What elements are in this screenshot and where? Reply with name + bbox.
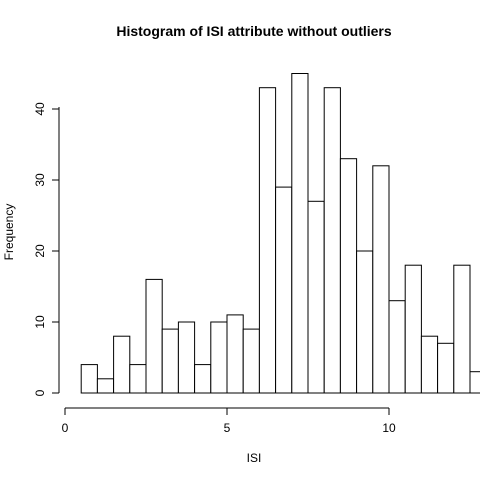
x-ticks-group: 05101520: [62, 408, 396, 435]
y-tick-label: 0: [33, 389, 47, 396]
histogram-bar: [356, 250, 374, 394]
histogram-bar: [372, 165, 390, 394]
y-ticks-group: 0 10 20 30 40: [33, 102, 59, 396]
histogram-bar: [258, 87, 277, 394]
histogram-bar: [339, 158, 358, 394]
x-tick-label: 5: [224, 421, 231, 435]
y-tick-label: 20: [33, 244, 47, 258]
histogram-bar: [469, 371, 480, 394]
histogram-bar: [275, 186, 293, 394]
chart-title: Histogram of ISI attribute without outli…: [116, 23, 392, 39]
histogram-bar: [177, 321, 196, 394]
histogram-bar: [420, 335, 439, 394]
histogram-bar: [210, 321, 228, 394]
histogram-bar: [291, 73, 309, 394]
histogram-bar: [194, 364, 212, 394]
y-tick-label: 40: [33, 102, 47, 116]
histogram-bar: [404, 264, 422, 394]
x-axis-label: ISI: [247, 451, 262, 465]
bars-group: [80, 73, 480, 394]
y-tick-label: 30: [33, 173, 47, 187]
histogram-bar: [242, 328, 260, 394]
histogram-bar: [307, 200, 325, 394]
histogram-bar: [113, 335, 131, 394]
histogram-bar: [80, 364, 98, 394]
histogram-bar: [388, 300, 406, 394]
histogram-bar: [453, 264, 471, 394]
histogram-bar: [161, 328, 179, 394]
x-tick-label: 0: [62, 421, 69, 435]
y-axis-label: Frequency: [2, 204, 16, 261]
x-tick-label: 10: [382, 421, 396, 435]
y-tick-label: 10: [33, 315, 47, 329]
histogram-bar: [437, 342, 455, 394]
histogram-bar: [323, 87, 341, 394]
histogram-bar: [145, 278, 163, 394]
histogram-bar: [226, 314, 244, 394]
histogram-bar: [129, 364, 147, 394]
histogram-bar: [96, 378, 115, 394]
